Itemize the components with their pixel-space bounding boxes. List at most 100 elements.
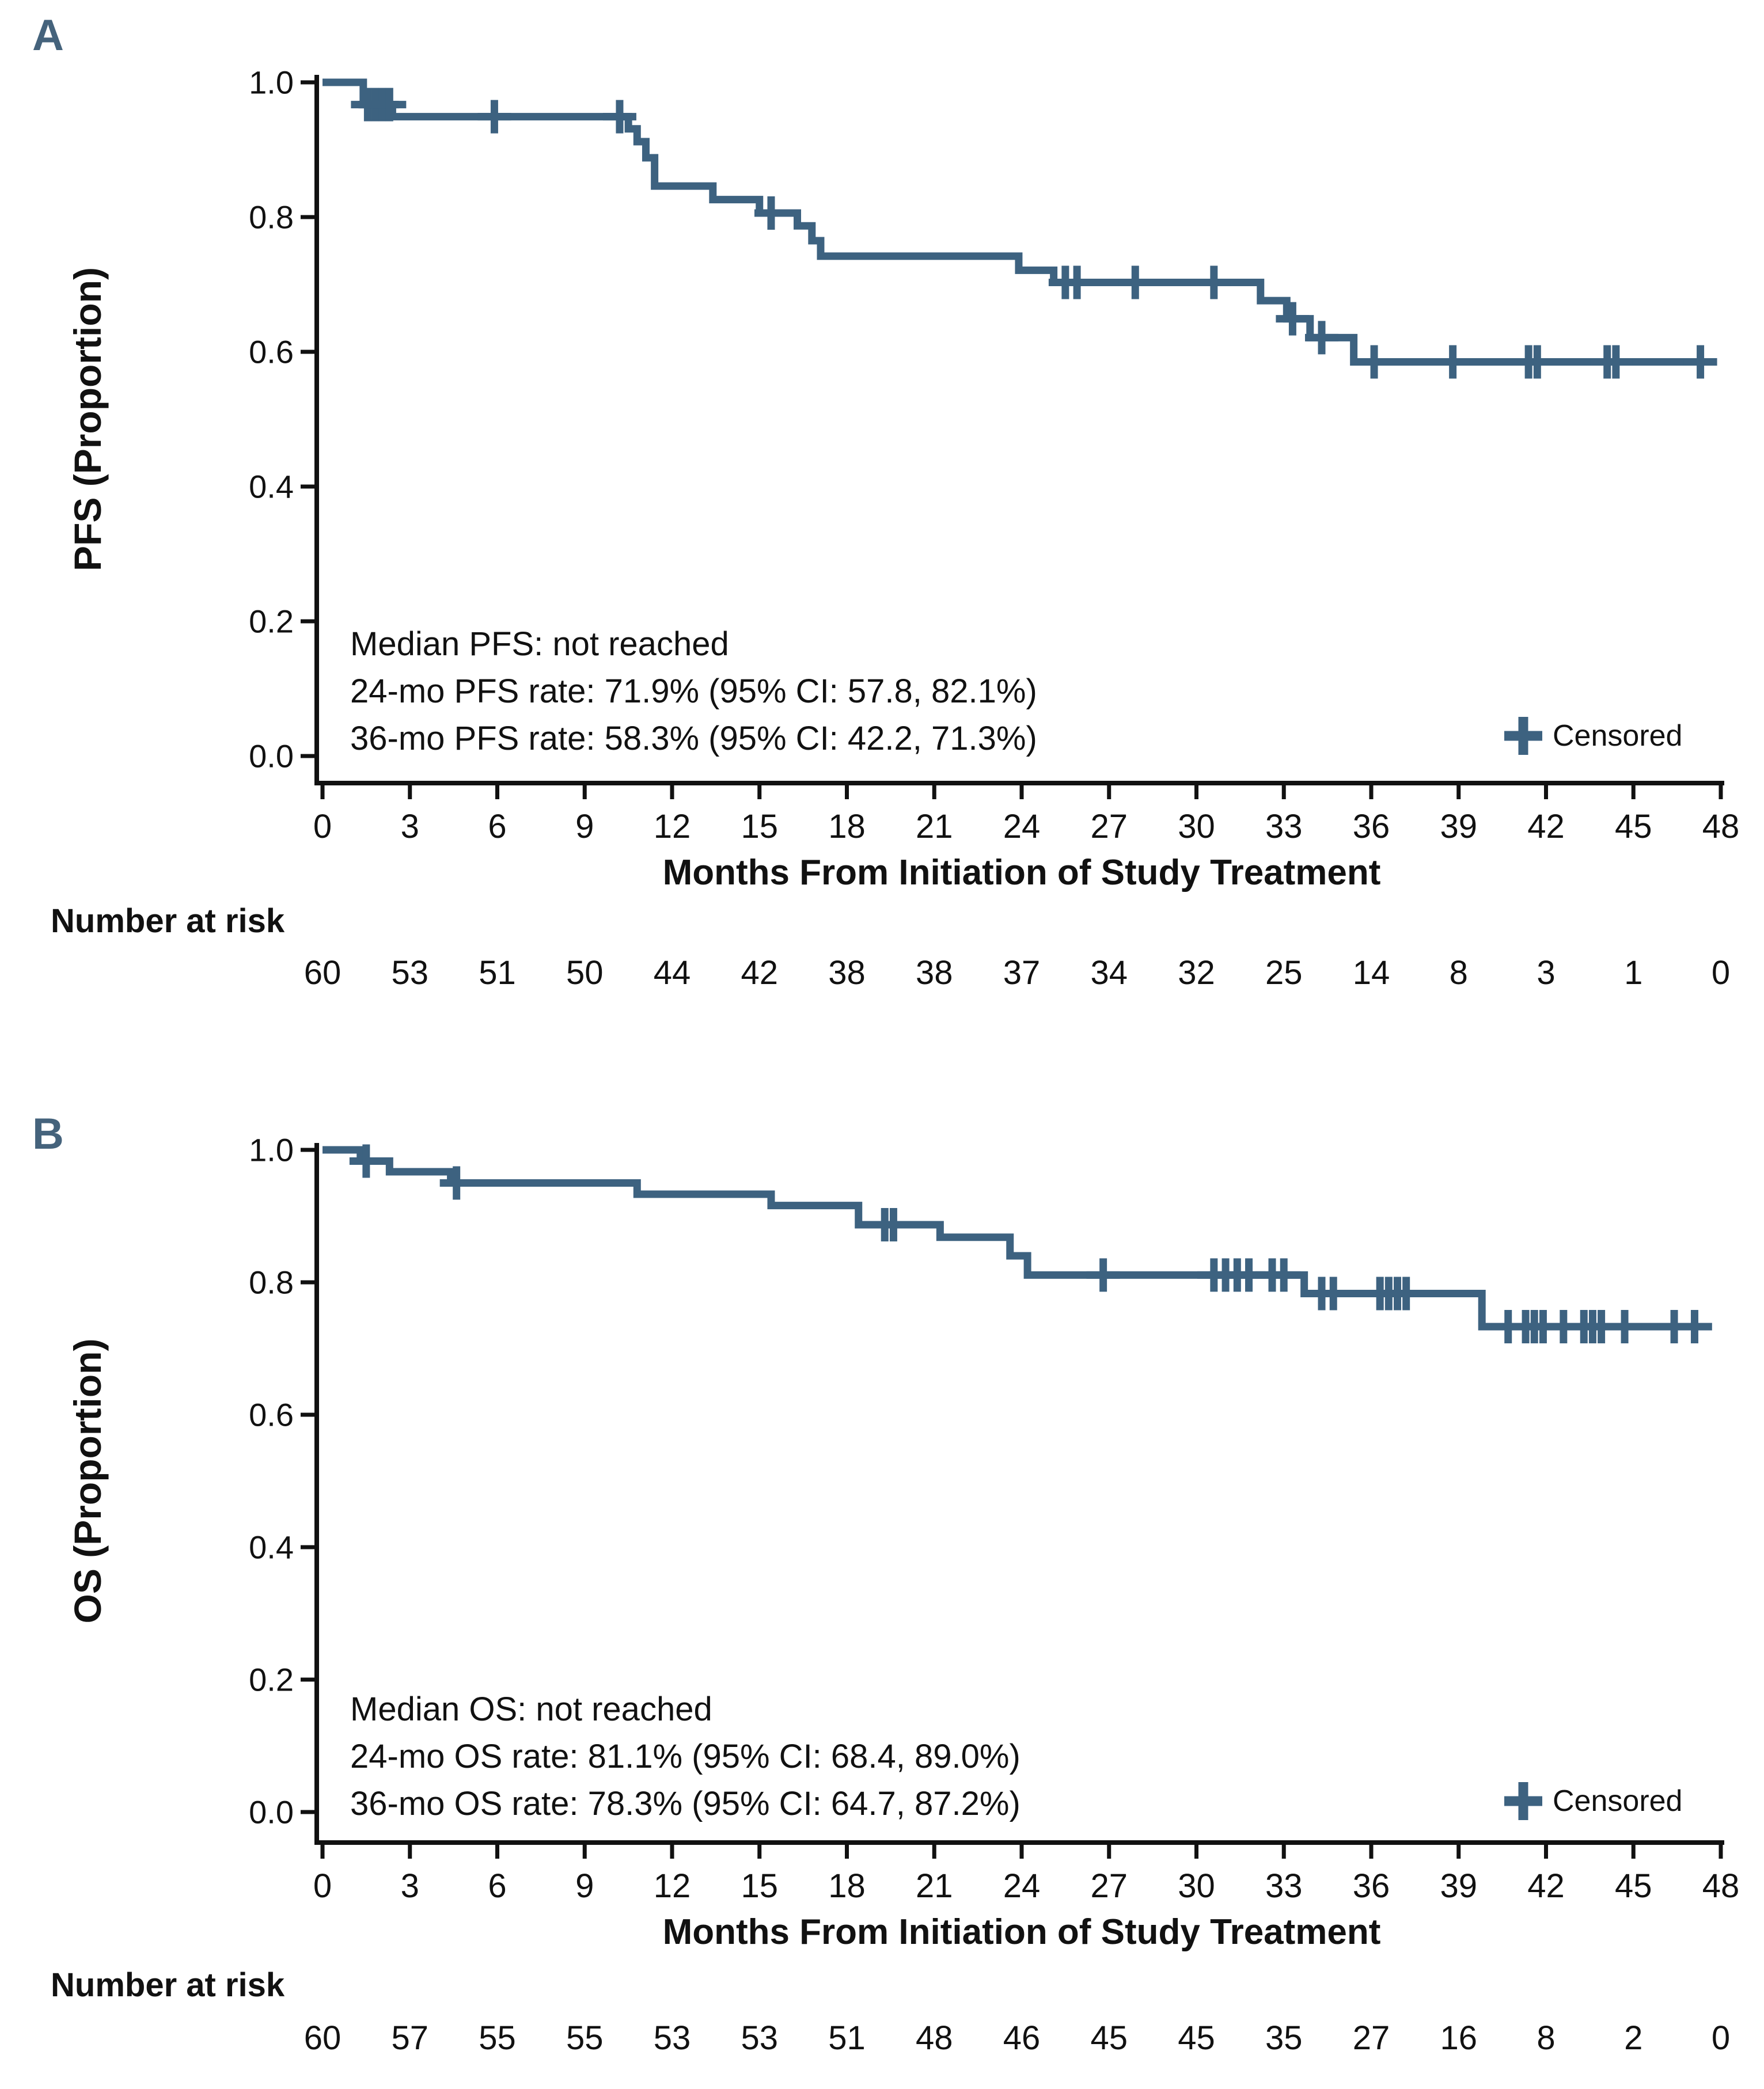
os-y-axis-title: OS (Proportion) — [66, 1338, 109, 1624]
os-24mo-rate-text: 24-mo OS rate: 81.1% (95% CI: 68.4, 89.0… — [350, 1738, 1021, 1775]
risk-count: 38 — [828, 954, 866, 992]
y-tick-label: 0.8 — [249, 1264, 294, 1301]
panel-b-label: B — [32, 1110, 64, 1159]
y-tick-label: 0.4 — [249, 1529, 294, 1566]
risk-count: 0 — [1711, 954, 1731, 992]
y-tick-label: 0.8 — [249, 199, 294, 236]
pfs-annotation-block: Median PFS: not reached 24-mo PFS rate: … — [350, 621, 1037, 762]
y-tick-label: 0.6 — [249, 1396, 294, 1433]
pfs-y-tick-labels: 1.0 0.8 0.6 0.4 0.2 0.0 — [207, 64, 294, 774]
pfs-number-at-risk-label: Number at risk — [51, 902, 285, 940]
os-x-axis-title: Months From Initiation of Study Treatmen… — [662, 1912, 1381, 1952]
pfs-24mo-rate-text: 24-mo PFS rate: 71.9% (95% CI: 57.8, 82.… — [350, 673, 1037, 710]
x-tick-label: 9 — [575, 808, 594, 845]
x-tick-label: 39 — [1440, 808, 1478, 845]
risk-count: 2 — [1624, 2019, 1643, 2057]
y-tick-label: 0.0 — [249, 1794, 294, 1830]
risk-count: 48 — [915, 2019, 953, 2057]
x-tick-label: 30 — [1178, 1867, 1215, 1905]
x-tick-label: 12 — [653, 808, 691, 845]
x-tick-label: 27 — [1090, 808, 1128, 845]
x-tick-label: 42 — [1527, 808, 1565, 845]
risk-count: 37 — [1003, 954, 1041, 992]
os-censored-legend-label: Censored — [1553, 1784, 1683, 1818]
x-tick-label: 21 — [915, 808, 953, 845]
risk-count: 55 — [479, 2019, 516, 2057]
risk-count: 44 — [653, 954, 691, 992]
pfs-km-curve — [323, 78, 1712, 366]
x-tick-label: 18 — [828, 1867, 866, 1905]
x-tick-label: 21 — [915, 1867, 953, 1905]
risk-count: 0 — [1711, 2019, 1731, 2057]
pfs-x-axis-title: Months From Initiation of Study Treatmen… — [662, 853, 1381, 892]
panel-a-label: A — [32, 11, 64, 60]
x-tick-label: 27 — [1090, 1867, 1128, 1905]
y-tick-label: 1.0 — [249, 64, 294, 101]
x-tick-label: 3 — [400, 808, 419, 845]
x-tick-label: 0 — [313, 1867, 332, 1905]
risk-count: 25 — [1265, 954, 1303, 992]
risk-count: 50 — [566, 954, 604, 992]
pfs-axis — [314, 75, 1724, 785]
risk-count: 45 — [1178, 2019, 1215, 2057]
risk-count: 51 — [828, 2019, 866, 2057]
x-tick-label: 48 — [1702, 808, 1740, 845]
x-tick-label: 12 — [653, 1867, 691, 1905]
x-tick-label: 15 — [741, 808, 779, 845]
pfs-median-text: Median PFS: not reached — [350, 625, 729, 663]
risk-count: 27 — [1352, 2019, 1390, 2057]
pfs-censored-legend-label: Censored — [1553, 719, 1683, 753]
y-tick-label: 0.4 — [249, 468, 294, 505]
risk-count: 34 — [1090, 954, 1128, 992]
x-tick-label: 45 — [1614, 808, 1652, 845]
x-tick-label: 6 — [488, 1867, 507, 1905]
os-median-text: Median OS: not reached — [350, 1691, 712, 1728]
os-number-at-risk-label: Number at risk — [51, 1966, 285, 2004]
x-tick-label: 30 — [1178, 808, 1215, 845]
risk-count: 38 — [915, 954, 953, 992]
risk-count: 46 — [1003, 2019, 1041, 2057]
risk-count: 3 — [1537, 954, 1556, 992]
x-tick-label: 3 — [400, 1867, 419, 1905]
pfs-36mo-rate-text: 36-mo PFS rate: 58.3% (95% CI: 42.2, 71.… — [350, 720, 1037, 757]
risk-count: 57 — [391, 2019, 429, 2057]
x-tick-label: 33 — [1265, 1867, 1303, 1905]
risk-count: 60 — [304, 954, 342, 992]
x-tick-label: 15 — [741, 1867, 779, 1905]
x-tick-label: 36 — [1352, 808, 1390, 845]
x-tick-label: 24 — [1003, 808, 1041, 845]
risk-count: 35 — [1265, 2019, 1303, 2057]
x-tick-label: 39 — [1440, 1867, 1478, 1905]
risk-count: 8 — [1449, 954, 1468, 992]
pfs-y-axis-title: PFS (Proportion) — [66, 267, 109, 571]
y-tick-label: 1.0 — [249, 1131, 294, 1168]
x-tick-label: 6 — [488, 808, 507, 845]
risk-count: 53 — [653, 2019, 691, 2057]
risk-count: 1 — [1624, 954, 1643, 992]
y-tick-label: 0.2 — [249, 603, 294, 640]
os-axis — [314, 1143, 1724, 1845]
os-y-tick-labels: 1.0 0.8 0.6 0.4 0.2 0.0 — [207, 1132, 294, 1830]
risk-count: 8 — [1537, 2019, 1556, 2057]
x-tick-label: 33 — [1265, 808, 1303, 845]
risk-count: 45 — [1090, 2019, 1128, 2057]
risk-count: 60 — [304, 2019, 342, 2057]
os-km-curve — [323, 1146, 1712, 1331]
risk-count: 42 — [741, 954, 779, 992]
x-tick-label: 36 — [1352, 1867, 1390, 1905]
risk-count: 55 — [566, 2019, 604, 2057]
y-tick-label: 0.0 — [249, 738, 294, 774]
risk-count: 16 — [1440, 2019, 1478, 2057]
risk-count: 51 — [479, 954, 516, 992]
risk-count: 53 — [741, 2019, 779, 2057]
x-tick-label: 18 — [828, 808, 866, 845]
y-tick-label: 0.6 — [249, 333, 294, 370]
risk-count: 32 — [1178, 954, 1215, 992]
x-tick-label: 9 — [575, 1867, 594, 1905]
x-tick-label: 48 — [1702, 1867, 1740, 1905]
risk-count: 14 — [1352, 954, 1390, 992]
y-tick-label: 0.2 — [249, 1661, 294, 1698]
x-tick-label: 45 — [1614, 1867, 1652, 1905]
